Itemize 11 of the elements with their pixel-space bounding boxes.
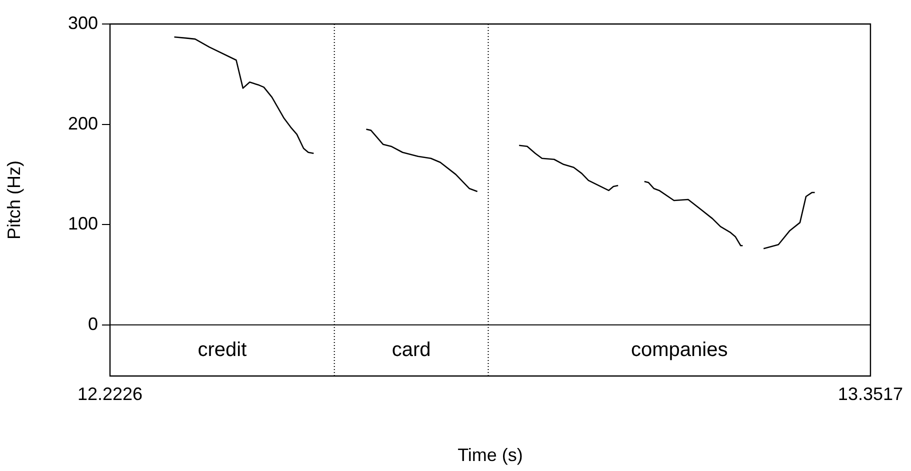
annotation: companies [631,338,728,361]
annotation: credit [198,338,248,361]
x-axis-title: Time (s) [458,445,523,466]
y-tick-label: 0 [88,314,98,334]
y-tick-label: 300 [68,12,98,33]
x-tick-label: 13.3517 [838,384,904,404]
y-tick-label: 200 [68,113,98,134]
x-tick-label: 12.2226 [77,384,143,404]
annotation: card [392,338,431,361]
y-tick-label: 100 [68,214,98,234]
y-axis-title: Pitch (Hz) [4,160,24,240]
